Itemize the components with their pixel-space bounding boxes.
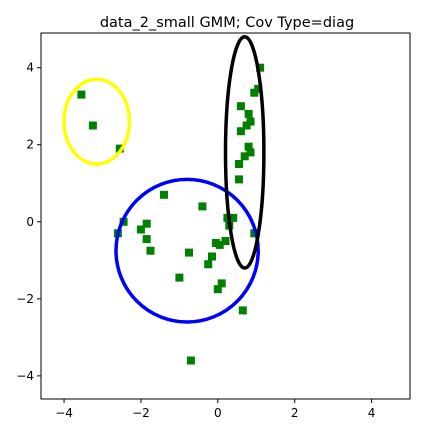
y-tick-label-1: −2 — [16, 292, 34, 306]
y-tick-label-0: −4 — [16, 369, 34, 383]
data-point-38 — [186, 356, 195, 365]
data-point-30 — [244, 109, 253, 118]
y-tick-label-3: 2 — [26, 138, 34, 152]
data-point-28 — [240, 152, 249, 161]
data-point-5 — [136, 225, 145, 234]
plot-frame — [40, 32, 411, 400]
data-point-37 — [256, 63, 265, 72]
data-point-10 — [175, 273, 184, 282]
x-axis: −4 −2 0 2 4 — [55, 399, 375, 420]
data-point-11 — [185, 248, 193, 257]
x-tick-label-1: −2 — [132, 406, 150, 420]
x-tick-label-0: −4 — [55, 406, 73, 420]
x-tick-label-2: 0 — [214, 406, 222, 420]
gmm-ellipse-1 — [114, 177, 260, 324]
data-point-36 — [254, 84, 263, 93]
data-point-35 — [250, 229, 259, 238]
x-tick-label-4: 4 — [368, 406, 376, 420]
data-point-16 — [217, 279, 226, 288]
data-point-19 — [221, 237, 230, 245]
data-point-13 — [204, 260, 213, 269]
chart-title: data_2_small GMM; Cov Type=diag — [100, 15, 354, 31]
data-point-1 — [88, 121, 97, 130]
y-tick-label-2: 0 — [26, 215, 34, 229]
gmm-ellipses — [62, 35, 266, 324]
data-point-14 — [208, 252, 216, 261]
data-point-17 — [215, 240, 224, 249]
data-point-9 — [160, 190, 168, 199]
data-point-0 — [77, 90, 86, 99]
gmm-ellipse-2 — [223, 35, 266, 270]
data-point-7 — [142, 235, 151, 244]
data-point-8 — [146, 246, 155, 255]
gmm-ellipse-0 — [62, 77, 132, 166]
data-point-2 — [115, 144, 124, 153]
data-point-32 — [246, 148, 255, 157]
data-point-25 — [236, 127, 245, 136]
data-point-6 — [142, 219, 151, 228]
data-point-12 — [198, 202, 207, 211]
data-point-26 — [236, 102, 245, 111]
data-point-22 — [229, 213, 238, 222]
data-point-31 — [244, 142, 253, 151]
data-point-33 — [246, 117, 255, 126]
data-point-27 — [238, 306, 247, 315]
y-tick-label-4: 4 — [26, 61, 34, 75]
x-tick-label-3: 2 — [291, 406, 299, 420]
data-point-23 — [235, 175, 243, 184]
y-axis: −4 −2 0 2 4 — [16, 61, 41, 383]
data-point-24 — [235, 160, 243, 168]
data-point-18 — [213, 285, 222, 294]
